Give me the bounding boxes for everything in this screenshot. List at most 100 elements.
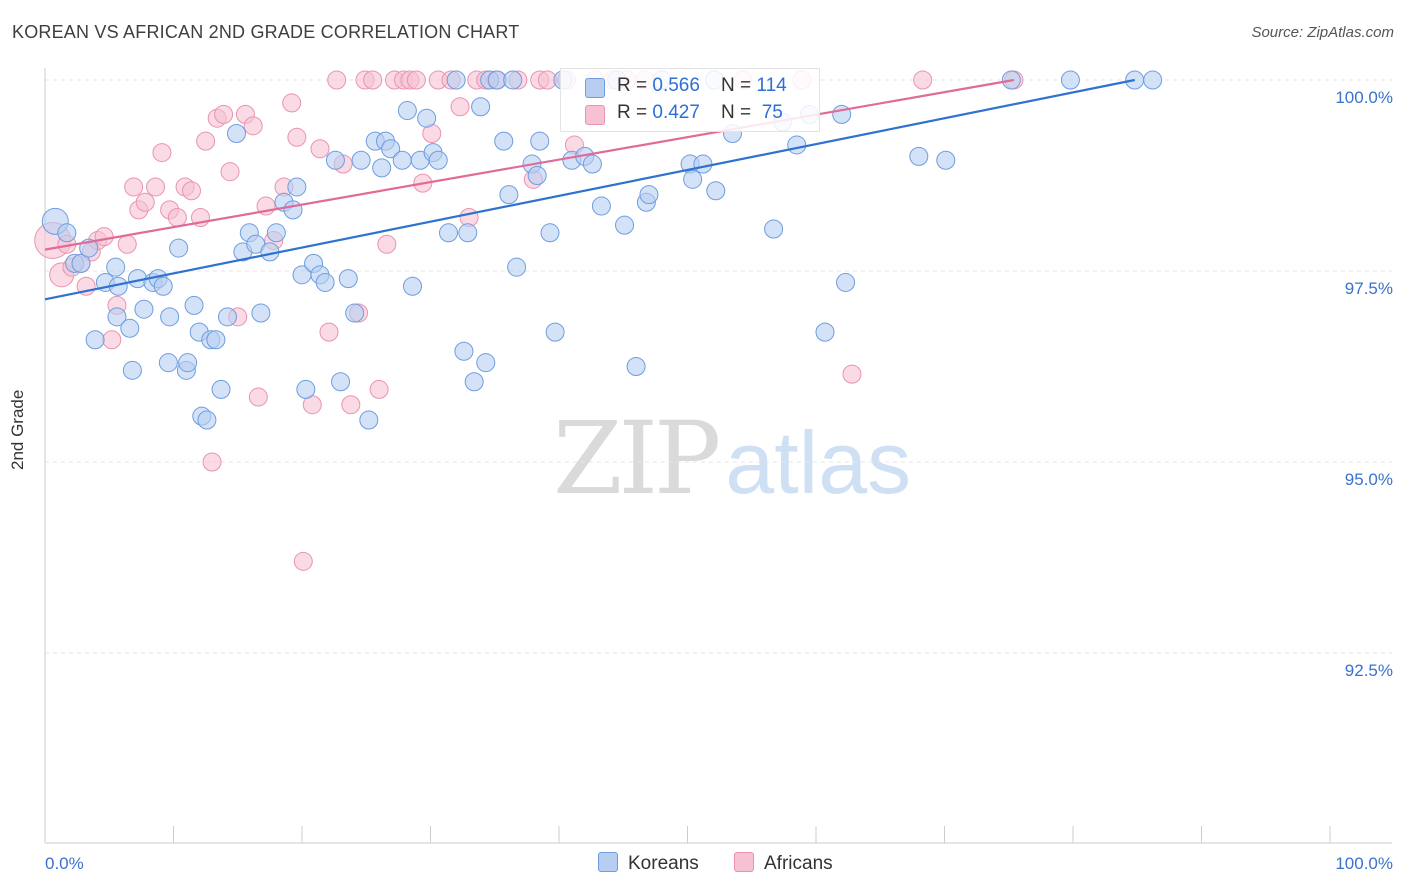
african-point [363,70,383,90]
koreans-n-label: N = [721,75,757,96]
korean-point [693,154,713,174]
african-point [406,70,426,90]
korean-point [397,101,417,121]
korean-point [464,372,484,392]
korean-point [476,353,496,373]
africans-swatch [585,105,605,125]
korean-point [540,223,560,243]
korean-point [197,410,217,430]
korean-point [158,353,178,373]
korean-point [217,307,237,327]
korean-point [787,135,807,155]
korean-point [454,341,474,361]
korean-point [909,146,929,166]
african-point [341,395,361,415]
korean-point [1143,70,1163,90]
korean-point [331,372,351,392]
africans-r-label: R = [617,102,653,123]
african-point [282,93,302,113]
bottom-koreans-label: Koreans [628,853,699,874]
correlation-legend: R = 0.566 N = 114 R = 0.427 N = 75 [560,68,820,132]
african-point [287,127,307,147]
korean-point [296,379,316,399]
korean-point [507,257,527,277]
korean-point [392,150,412,170]
korean-point [287,177,307,197]
korean-point [206,330,226,350]
bottom-legend-africans: Africans [734,852,833,875]
bottom-africans-swatch [734,852,754,872]
african-point [214,104,234,124]
african-trend-line [44,78,1015,251]
korean-point [345,303,365,323]
korean-point [615,215,635,235]
korean-point [458,223,478,243]
koreans-swatch [585,78,605,98]
korean-point [120,318,140,338]
korean-point [251,303,271,323]
bottom-africans-label: Africans [764,853,833,874]
korean-point [438,223,458,243]
koreans-r-label: R = [617,75,653,96]
african-point [135,192,155,212]
korean-point [381,139,401,159]
korean-point [582,154,602,174]
korean-point [639,185,659,205]
korean-point [446,70,466,90]
african-point [124,177,144,197]
korean-point [266,223,286,243]
korean-point [338,269,358,289]
korean-point [122,360,142,380]
korean-point [134,299,154,319]
african-point [146,177,166,197]
african-point [152,143,172,163]
korean-point [169,238,189,258]
korean-point [527,166,547,185]
korean-point [178,353,198,373]
african-point [243,116,263,136]
korean-point [936,150,956,170]
africans-n-label: N = [721,102,757,123]
korean-point [1060,70,1080,90]
korean-point [815,322,835,342]
korean-point [545,322,565,342]
chart-title: KOREAN VS AFRICAN 2ND GRADE CORRELATION … [12,22,520,42]
korean-point [211,379,231,399]
african-point [377,234,397,254]
korean-point [351,150,371,170]
korean-point [85,330,105,350]
korean-point [683,169,703,189]
koreans-r-value: 0.566 [652,75,700,96]
korean-point [57,223,77,243]
source-label: Source: ZipAtlas.com [1251,24,1394,41]
african-point [167,208,187,228]
african-point [327,70,347,90]
africans-n-value: 75 [756,102,783,123]
african-point [196,131,216,151]
korean-point [160,307,180,327]
african-point [248,387,268,407]
bottom-legend-koreans: Koreans [598,852,699,875]
african-point [102,330,122,350]
african-point [450,97,470,117]
y-tick-label: 95.0% [1345,470,1393,489]
korean-point [471,97,491,117]
watermark-zip: ZIP [553,400,721,517]
x-tick-label-max: 100.0% [1335,854,1393,873]
african-point [842,364,862,384]
korean-point [428,150,448,170]
korean-point [325,150,345,170]
korean-point [764,219,784,239]
african-point [310,139,330,159]
korean-point [626,357,646,376]
y-tick-label: 97.5% [1345,279,1393,298]
african-point [181,181,201,201]
korean-point [591,196,611,216]
korean-point [530,131,550,151]
african-point [913,70,933,90]
african-point [319,322,339,342]
african-point [369,379,389,399]
korean-point [403,276,423,296]
korean-point [372,158,392,178]
